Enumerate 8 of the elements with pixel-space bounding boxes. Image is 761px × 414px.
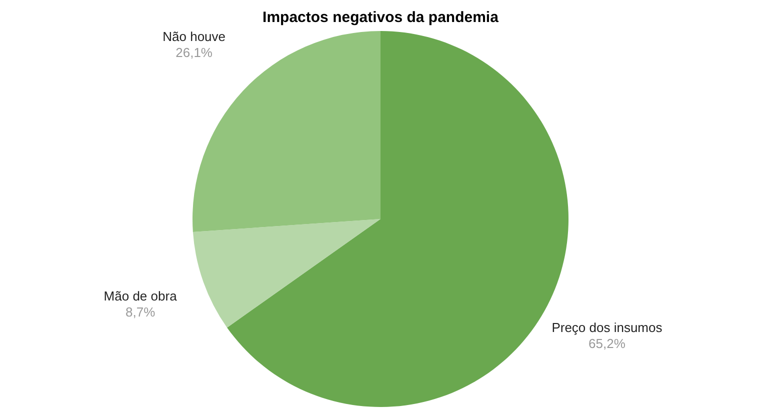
data-label: 65,2% — [588, 336, 626, 352]
data-label: 8,7% — [125, 304, 156, 320]
slice-label: Mão de obra — [104, 288, 178, 304]
data-label: 26,1% — [176, 45, 213, 60]
slice-label: Preço dos insumos — [552, 320, 663, 336]
chart-title: Impactos negativos da pandemia — [262, 9, 500, 26]
slice-label: Não houve — [162, 29, 226, 44]
pie-slice — [192, 219, 380, 328]
